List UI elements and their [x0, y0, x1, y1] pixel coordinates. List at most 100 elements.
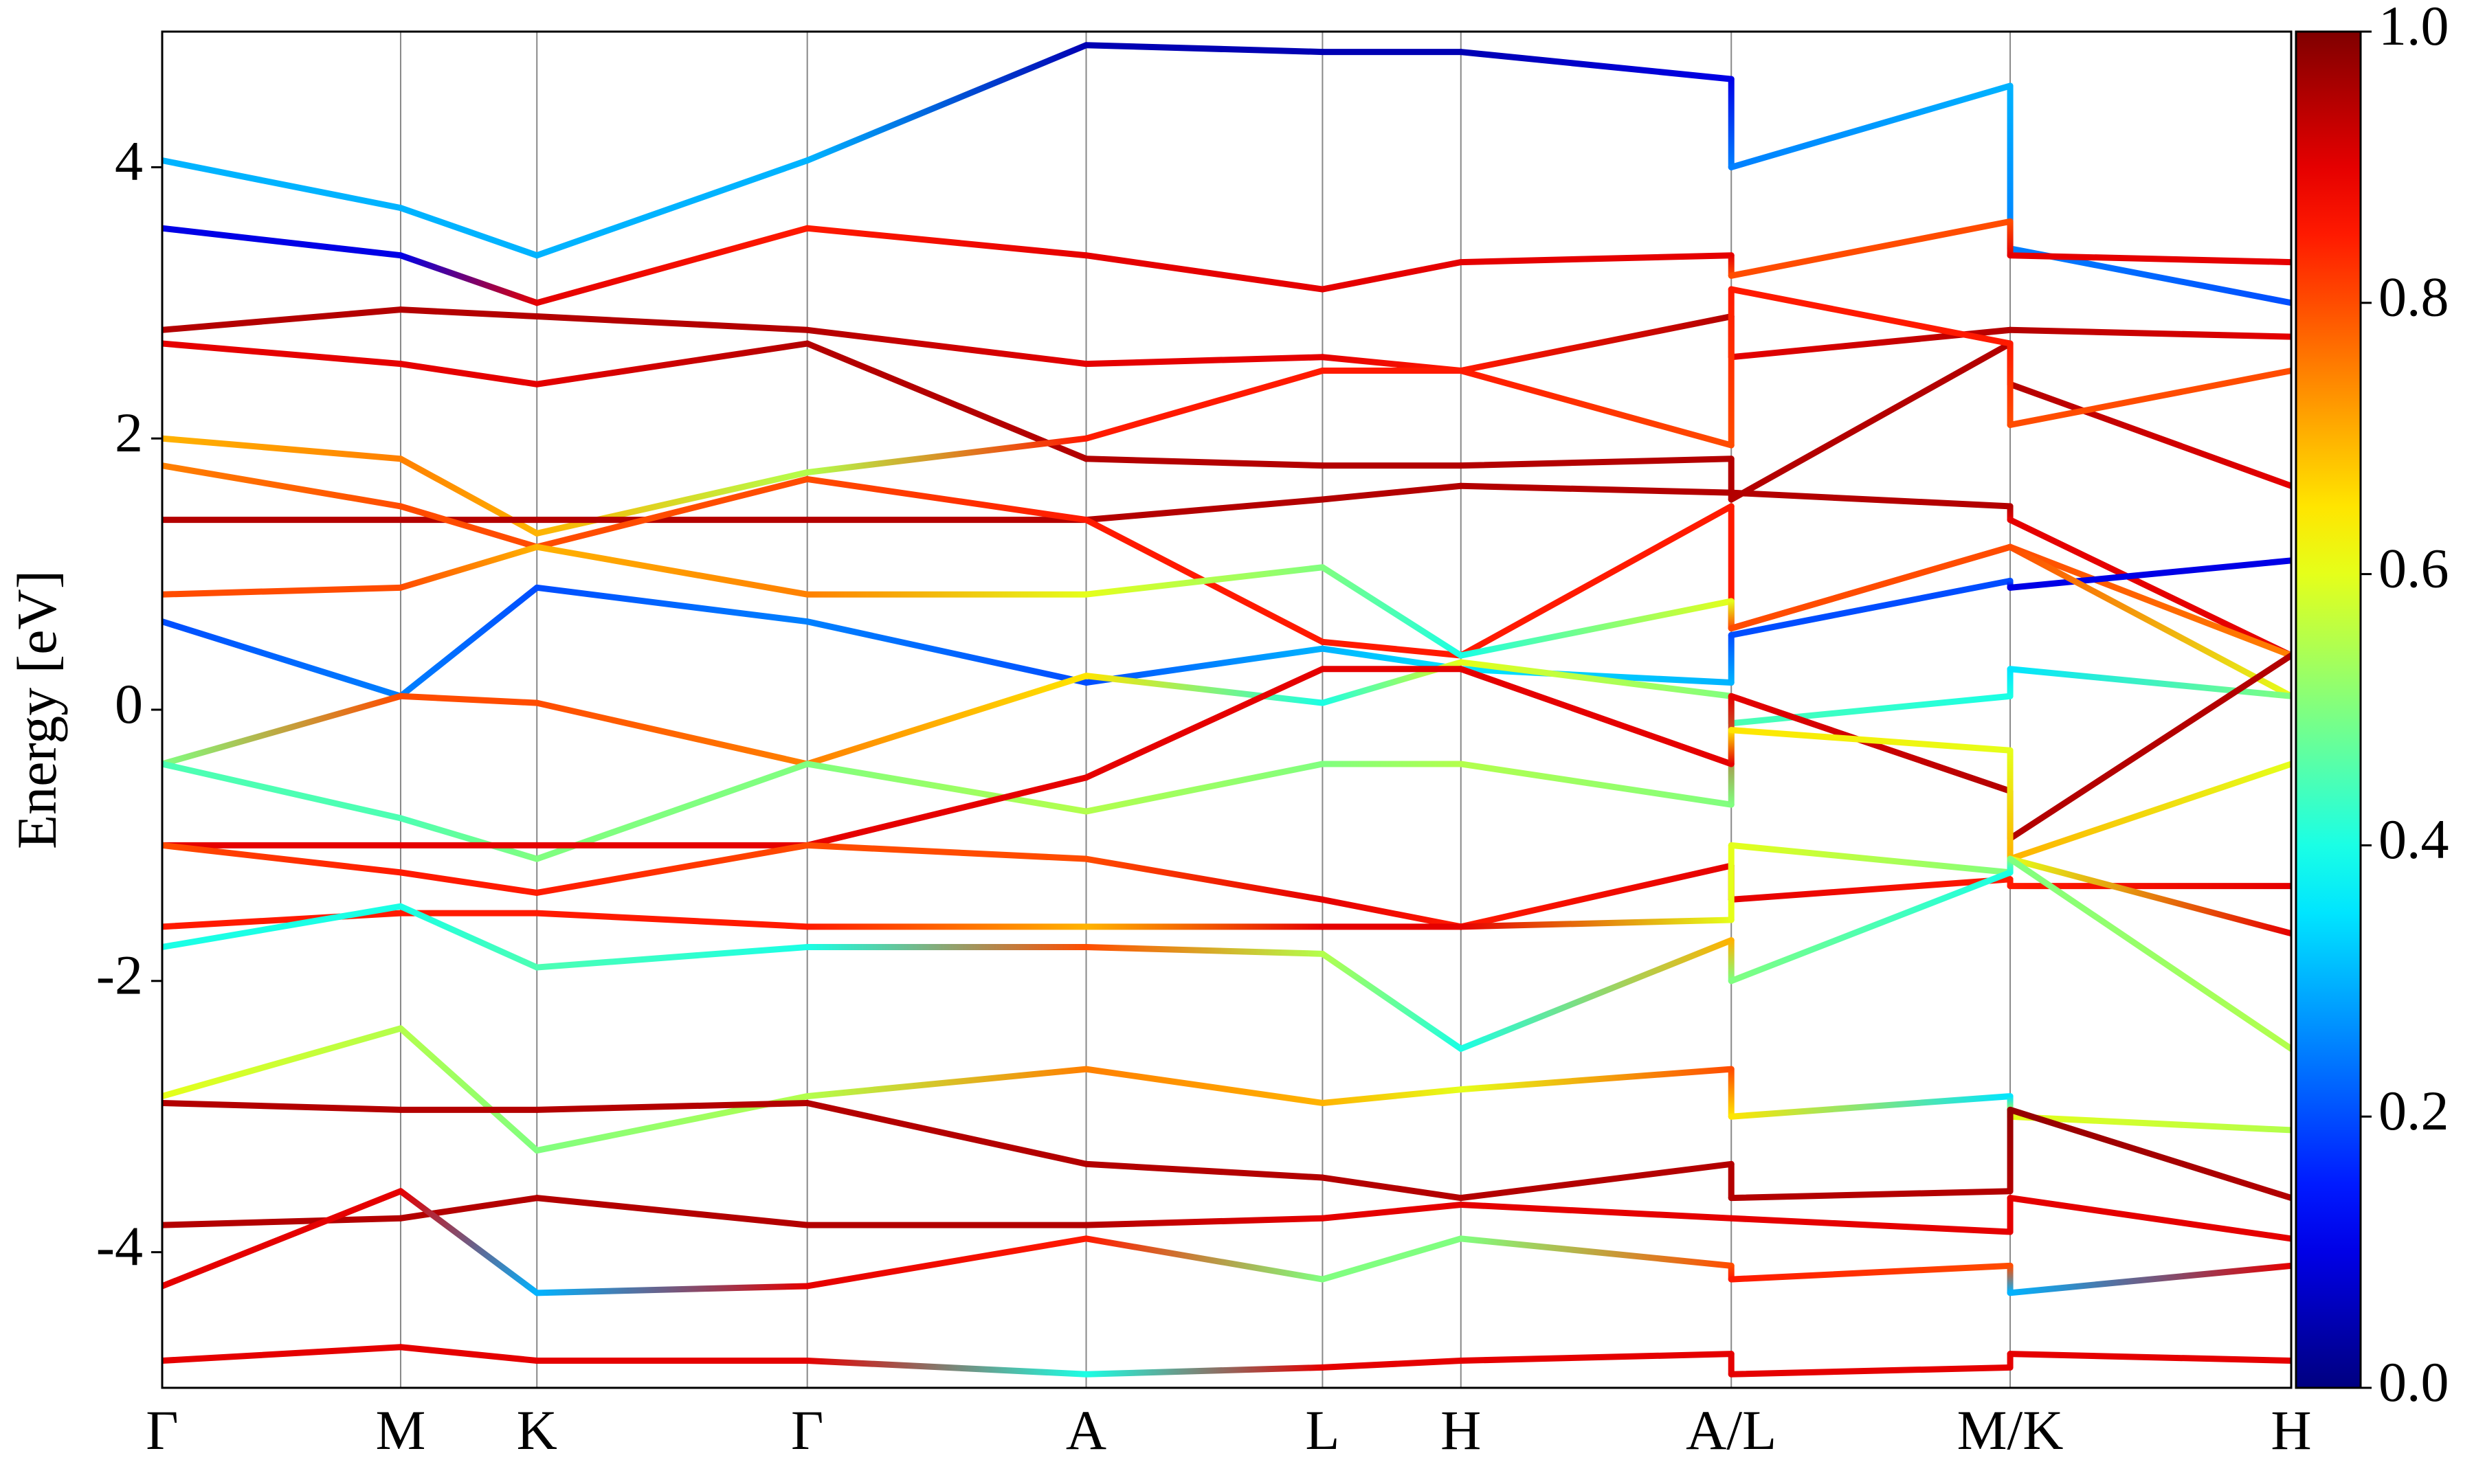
band-segment [1728, 869, 2014, 985]
band-segment [804, 673, 1090, 767]
band-segment [533, 584, 811, 625]
y-axis-label: Energy [eV] [5, 570, 68, 849]
band-segment [1319, 1174, 1464, 1202]
band-segment [2007, 1106, 2291, 1202]
colorbar-tick-label: 1.0 [2378, 0, 2449, 57]
band-segment [1728, 577, 2014, 638]
x-tick-label: Γ [791, 1399, 823, 1461]
band-segment [1728, 1188, 2014, 1202]
band-segment [804, 225, 1090, 259]
y-tick-label: 2 [115, 401, 143, 464]
band-segment [1458, 761, 1735, 808]
band-segment [162, 761, 404, 822]
band-segment [804, 761, 1090, 815]
band-segment [1458, 456, 1735, 469]
band-segment [1458, 598, 1735, 659]
band-segment [804, 1066, 1090, 1100]
band-segment [2007, 761, 2291, 862]
band-segment [2007, 517, 2291, 659]
band-segment [1083, 1215, 1326, 1228]
band-segment [162, 225, 404, 259]
band-segment [1083, 1160, 1326, 1181]
x-tick-label: A [1066, 1399, 1106, 1461]
band-segment [2007, 543, 2291, 699]
x-tick-label: M/K [1957, 1399, 2064, 1461]
colorbar-tick-label: 0.4 [2378, 808, 2449, 870]
band-segment [2007, 557, 2291, 591]
band-segment [162, 1188, 404, 1290]
band-segment [1728, 876, 2014, 903]
band-segment [1728, 286, 2014, 347]
x-tick-label: K [517, 1399, 557, 1461]
band-segment [397, 1195, 540, 1222]
band-segment [804, 475, 1090, 524]
band-segment [804, 1235, 1090, 1290]
band-segment [1728, 1093, 2014, 1120]
band-segment [2007, 326, 2291, 340]
band-segment [1319, 1358, 1464, 1371]
band-segment [397, 361, 540, 387]
band-segment [533, 943, 811, 971]
band-segment [1083, 496, 1326, 524]
colorbar-tick-label: 0.2 [2378, 1079, 2449, 1142]
x-tick-label: H [1440, 1399, 1481, 1461]
band-segment [1083, 666, 1326, 781]
band-segment [804, 42, 1090, 164]
band-segment [1319, 482, 1464, 503]
band-segment [397, 693, 540, 706]
band-segment [397, 503, 540, 550]
band-segment [1728, 82, 2014, 170]
band-segment [2007, 368, 2291, 428]
band-segment [1083, 1364, 1326, 1378]
band-segment [2007, 855, 2291, 937]
band-segment [1458, 1160, 1735, 1202]
band-segment [804, 340, 1090, 462]
band-segment [1458, 666, 1735, 767]
band-segment [162, 842, 404, 876]
band-segment [1728, 489, 2014, 510]
band-segment [1458, 937, 1735, 1052]
band-segment [804, 842, 1090, 862]
band-segment [804, 435, 1090, 476]
x-tick-label: H [2271, 1399, 2311, 1461]
band-segment [1319, 645, 1464, 673]
band-segment [397, 869, 540, 896]
band-segment [1458, 1202, 1735, 1222]
band-segment [397, 543, 540, 591]
band-segment [1319, 638, 1464, 659]
colorbar-tick-label: 0.0 [2378, 1351, 2449, 1413]
band-segment [1319, 259, 1464, 293]
band-segment [1728, 340, 2014, 503]
band-segment [397, 1188, 540, 1296]
band-segment [2007, 1113, 2291, 1134]
band-segment [1319, 1235, 1464, 1283]
y-tick-label: -2 [96, 944, 143, 1007]
band-segment [397, 1344, 540, 1364]
band-segment [162, 306, 404, 333]
band-segment [1458, 1235, 1735, 1269]
band-segment [533, 1099, 811, 1113]
band-segment [397, 1025, 540, 1154]
band-segment [804, 326, 1090, 368]
band-segment [162, 1099, 404, 1113]
band-segment [1728, 842, 2014, 876]
band-segment [1728, 1364, 2014, 1378]
plot-frame [161, 30, 2293, 1389]
band-segment [533, 1195, 811, 1228]
x-tick-label: Γ [146, 1399, 178, 1461]
band-segment [533, 340, 811, 387]
band-segment [1458, 666, 1735, 686]
band-segment [1728, 1262, 2014, 1283]
colorbar-tick-label: 0.6 [2378, 537, 2449, 599]
band-segment [1083, 943, 1326, 957]
band-segment [1083, 368, 1326, 442]
band-segment [1728, 693, 2014, 727]
band-segment [1458, 252, 1735, 266]
band-segment [1319, 564, 1464, 659]
bands [162, 42, 2291, 1378]
band-segment [162, 340, 404, 368]
band-segment [1083, 1066, 1326, 1106]
band-segment [1458, 313, 1735, 374]
y-tick-label: 4 [115, 130, 143, 192]
